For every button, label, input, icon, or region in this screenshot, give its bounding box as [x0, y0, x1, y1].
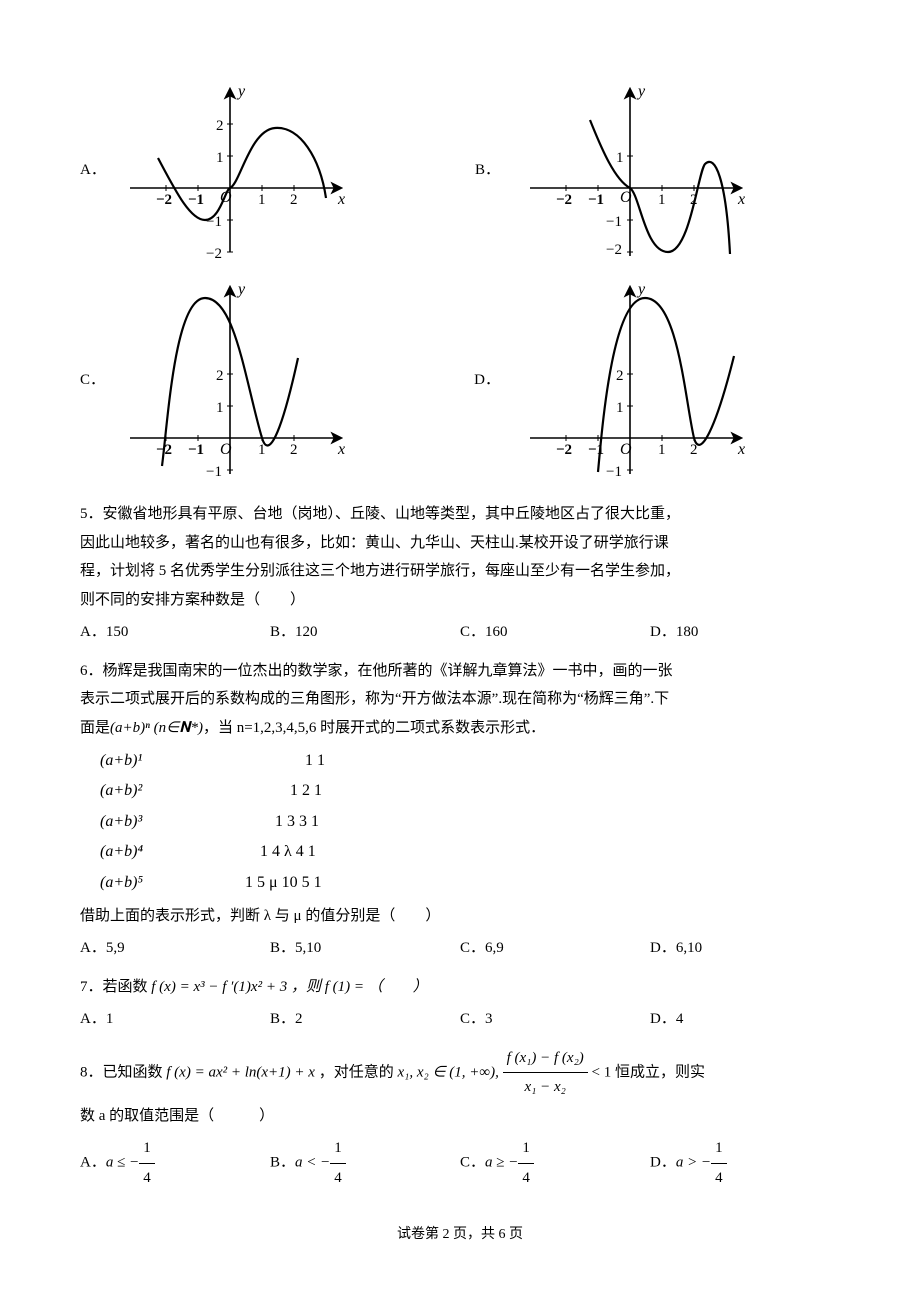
label-a: A． [80, 156, 120, 185]
q5-line1: 5．安徽省地形具有平原、台地（岗地）、丘陵、山地等类型，其中丘陵地区占了很大比重… [80, 500, 840, 529]
q5-options: A．150 B．120 C．160 D．180 [80, 618, 840, 647]
q7-opt-a: A．1 [80, 1005, 270, 1034]
svg-text:−1: −1 [588, 192, 604, 208]
svg-text:y: y [636, 281, 646, 298]
label-d: D． [440, 366, 520, 395]
q5-line4: 则不同的安排方案种数是（ ） [80, 586, 840, 615]
q6-opt-c: C．6,9 [460, 934, 650, 963]
graph-row-cd: C． x y O −2 −1 1 2 1 2 −1 [80, 280, 840, 480]
q6-line3: 面是(a+b)ⁿ (n∈𝐍*)，当 n=1,2,3,4,5,6 时展开式的二项式… [80, 714, 840, 743]
q6-opt-b: B．5,10 [270, 934, 460, 963]
svg-text:y: y [636, 83, 646, 100]
q5-stem: 5．安徽省地形具有平原、台地（岗地）、丘陵、山地等类型，其中丘陵地区占了很大比重… [80, 500, 840, 614]
page-footer: 试卷第 2 页，共 6 页 [80, 1222, 840, 1249]
svg-text:x: x [737, 191, 745, 208]
pascal-triangle: (a+b)¹1 1 (a+b)²1 2 1 (a+b)³1 3 3 1 (a+b… [100, 746, 840, 898]
q7-opt-d: D．4 [650, 1005, 840, 1034]
svg-text:−2: −2 [556, 442, 572, 458]
q7-options: A．1 B．2 C．3 D．4 [80, 1005, 840, 1034]
q7-opt-b: B．2 [270, 1005, 460, 1034]
q8-stem2: 数 a 的取值范围是（ ） [80, 1102, 840, 1131]
svg-text:−1: −1 [606, 214, 622, 230]
svg-text:−2: −2 [206, 246, 222, 260]
q6-opt-a: A．5,9 [80, 934, 270, 963]
svg-text:−1: −1 [188, 442, 204, 458]
q5-opt-a: A．150 [80, 618, 270, 647]
svg-text:2: 2 [290, 442, 298, 458]
q7-stem: 7．若函数 f (x) = x³ − f ′(1)x² + 3 ，则 f (1)… [80, 973, 840, 1002]
svg-text:O: O [220, 441, 232, 458]
label-b: B． [440, 156, 520, 185]
svg-text:−1: −1 [188, 192, 204, 208]
q8-options: A．a ≤ −14 B．a < −14 C．a ≥ −14 D．a > −14 [80, 1134, 840, 1192]
svg-text:x: x [337, 441, 345, 458]
graph-c: x y O −2 −1 1 2 1 2 −1 [120, 280, 350, 480]
label-c: C． [80, 366, 120, 395]
svg-text:1: 1 [216, 400, 224, 416]
graph-b: x y O −2 −1 1 2 1 −1 −2 [520, 80, 750, 260]
graph-d: x y O −2 −1 1 2 1 2 −1 [520, 280, 750, 480]
q6-ask: 借助上面的表示形式，判断 λ 与 μ 的值分别是（ ） [80, 902, 840, 931]
svg-text:−1: −1 [206, 464, 222, 480]
svg-text:O: O [620, 441, 632, 458]
svg-text:−2: −2 [156, 192, 172, 208]
q5-opt-d: D．180 [650, 618, 840, 647]
q8-opt-d: D．a > −14 [650, 1134, 840, 1192]
q5-opt-c: C．160 [460, 618, 650, 647]
q6-opt-d: D．6,10 [650, 934, 840, 963]
q6-line2: 表示二项式展开后的系数构成的三角图形，称为“开方做法本源”.现在简称为“杨辉三角… [80, 685, 840, 714]
svg-text:y: y [236, 83, 246, 100]
q8-opt-b: B．a < −14 [270, 1134, 460, 1192]
svg-text:−1: −1 [606, 464, 622, 480]
svg-text:y: y [236, 281, 246, 298]
q8-opt-a: A．a ≤ −14 [80, 1134, 270, 1192]
svg-text:x: x [337, 191, 345, 208]
svg-text:2: 2 [216, 368, 224, 384]
svg-text:1: 1 [216, 150, 224, 166]
svg-text:1: 1 [616, 400, 624, 416]
svg-text:1: 1 [616, 150, 624, 166]
svg-text:O: O [620, 189, 632, 206]
q6-options: A．5,9 B．5,10 C．6,9 D．6,10 [80, 934, 840, 963]
svg-text:x: x [737, 441, 745, 458]
svg-text:1: 1 [258, 192, 266, 208]
q8-stem: 8．已知函数 f (x) = ax² + ln(x+1) + x ，对任意的 x… [80, 1044, 840, 1102]
svg-text:1: 1 [658, 442, 666, 458]
svg-text:2: 2 [616, 368, 624, 384]
svg-text:2: 2 [216, 118, 224, 134]
q5-opt-b: B．120 [270, 618, 460, 647]
graph-row-ab: A． x y O −2 −1 1 2 1 2 −1 −2 [80, 80, 840, 260]
q5-line3: 程，计划将 5 名优秀学生分别派往这三个地方进行研学旅行，每座山至少有一名学生参… [80, 557, 840, 586]
q5-line2: 因此山地较多，著名的山也有很多，比如：黄山、九华山、天柱山.某校开设了研学旅行课 [80, 529, 840, 558]
svg-text:−2: −2 [556, 192, 572, 208]
graph-a: x y O −2 −1 1 2 1 2 −1 −2 [120, 80, 350, 260]
q8-opt-c: C．a ≥ −14 [460, 1134, 650, 1192]
svg-text:−2: −2 [606, 242, 622, 258]
svg-text:1: 1 [658, 192, 666, 208]
q7-opt-c: C．3 [460, 1005, 650, 1034]
svg-text:2: 2 [290, 192, 298, 208]
q6-line1: 6．杨辉是我国南宋的一位杰出的数学家，在他所著的《详解九章算法》一书中，画的一张 [80, 657, 840, 686]
